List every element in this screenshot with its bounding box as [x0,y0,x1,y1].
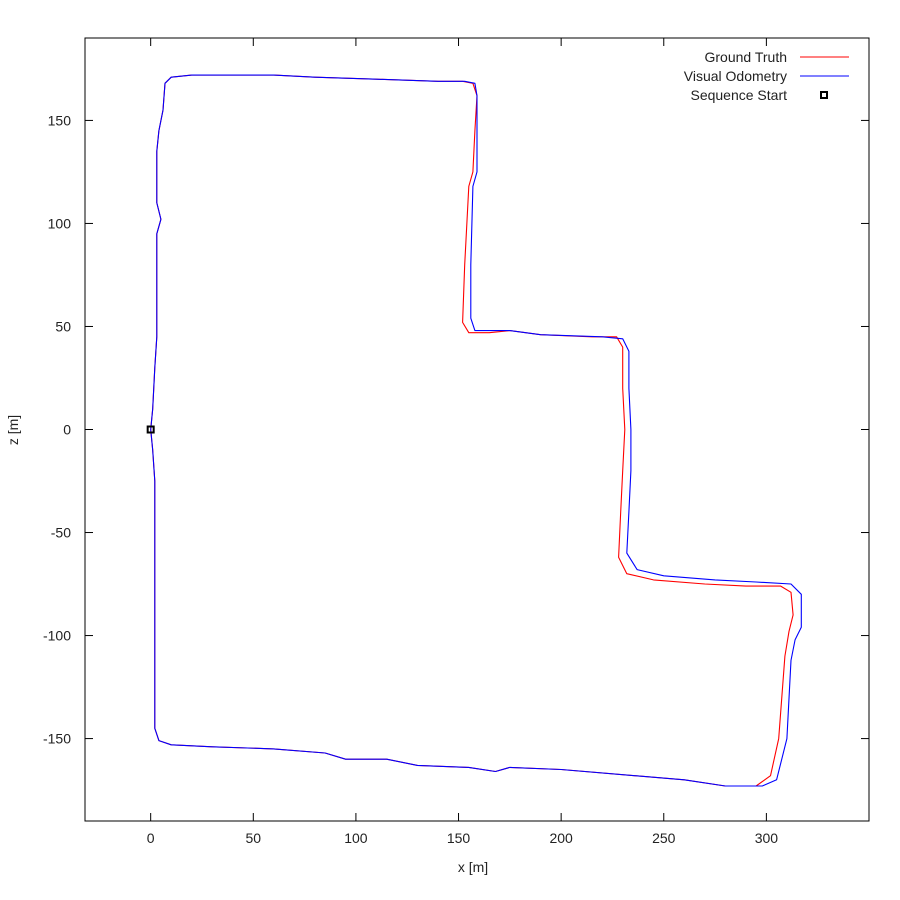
y-tick-label: -50 [51,525,71,541]
legend: Ground Truth Visual Odometry Sequence Star… [684,49,849,103]
y-tick-label: 50 [55,318,71,334]
x-tick-label: 50 [246,830,262,846]
ground-truth-line [150,74,794,787]
x-axis-ticks: 0 50 100 150 200 250 300 [147,38,778,846]
y-tick-label: 100 [48,215,72,231]
y-tick-label: -150 [43,731,71,747]
x-tick-label: 150 [447,830,471,846]
x-tick-label: 100 [344,830,368,846]
legend-label-sequence-start: Sequence Start [690,87,787,103]
legend-label-ground-truth: Ground Truth [705,49,788,65]
y-tick-label: -100 [43,628,71,644]
sequence-start-marker [146,425,155,434]
x-tick-label: 250 [652,830,676,846]
x-tick-label: 300 [755,830,779,846]
legend-label-visual-odometry: Visual Odometry [684,68,787,84]
x-tick-label: 200 [549,830,573,846]
x-tick-label: 0 [147,830,155,846]
y-axis-ticks: -150 -100 -50 0 50 100 150 [43,112,869,747]
y-tick-label: 0 [63,422,71,438]
y-tick-label: 150 [48,112,72,128]
visual-odometry-line [150,74,802,787]
y-axis-label: z [m] [5,415,21,445]
legend-swatch-sequence-start [820,91,828,99]
x-axis-label: x [m] [458,859,488,875]
series-layer [146,74,802,787]
